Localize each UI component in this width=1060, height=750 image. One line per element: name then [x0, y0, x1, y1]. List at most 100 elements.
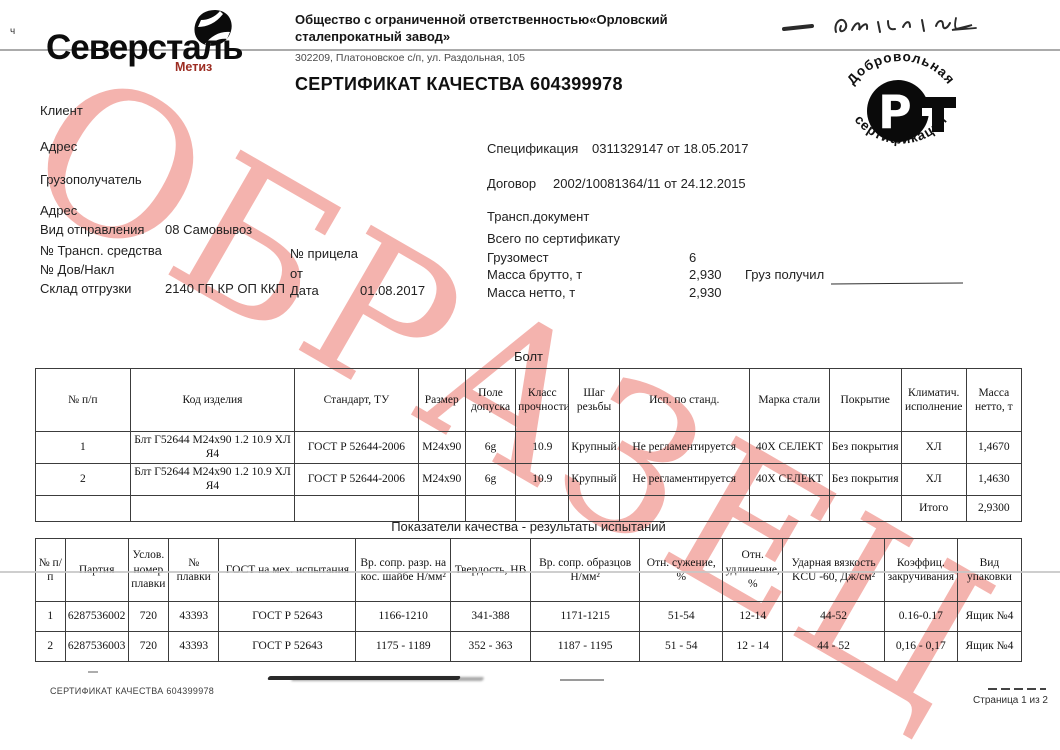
shipment-type-value: 08 Самовывоз: [165, 222, 253, 237]
table-cell: ГОСТ Р 52643: [218, 601, 357, 632]
quality-table-caption: Показатели качества - результаты испытан…: [391, 519, 666, 534]
column-header: Класс прочности: [515, 368, 570, 432]
scan-smudge: [267, 676, 461, 680]
table-cell: 10.9: [515, 462, 570, 496]
cargo-places-value: 6: [689, 250, 697, 265]
scan-dash: [988, 688, 1046, 690]
signature-line: [830, 282, 964, 285]
table-cell: Итого: [900, 494, 967, 522]
net-mass-value: 2,930: [689, 285, 722, 300]
table-cell: [294, 494, 419, 522]
table-row: 2 6287536003 720 43393 ГОСТ Р 52643 1175 - 11…: [35, 631, 1023, 662]
column-header: Покрытие: [828, 368, 902, 432]
table-cell: Без покрытия: [828, 462, 902, 496]
table-cell: 51 - 54: [639, 631, 724, 662]
table-cell: [618, 494, 750, 522]
warehouse-label: Склад отгрузки: [40, 281, 132, 296]
table-cell: 2: [35, 631, 66, 662]
table-row: 1 Блт Г52644 М24х90 1.2 10.9 ХЛ Я4 ГОСТ Р …: [35, 431, 1023, 464]
table-cell: 51-54: [639, 601, 724, 632]
footer-page-info: Страница 1 из 2: [973, 695, 1048, 706]
table-row: 1 6287536002 720 43393 ГОСТ Р 52643 1166-1210…: [35, 601, 1023, 632]
table-cell: 341-388: [450, 601, 531, 632]
column-header: Твердость, НВ: [450, 538, 531, 602]
table-cell: Ящик №4: [956, 631, 1023, 662]
table-cell: Не регламентируется: [618, 462, 750, 496]
spec-value: 0311329147 от 18.05.2017: [592, 141, 749, 156]
spec-label: Спецификация: [487, 141, 579, 156]
table-cell: М24х90: [417, 431, 466, 464]
table-row: Итого 2,9300: [35, 494, 1023, 522]
header-rule: [0, 49, 1060, 51]
column-header: № п/п: [35, 538, 66, 602]
table-cell: 6287536002: [64, 601, 129, 632]
transport-no-label: № Трансп. средства: [40, 243, 162, 258]
column-header: Марка стали: [748, 368, 830, 432]
table-cell: 720: [127, 631, 170, 662]
scan-speck: [88, 671, 98, 673]
table-cell: 12 - 14: [722, 631, 784, 662]
table-cell: М24х90: [417, 462, 466, 496]
column-header: Ударная вязкость KCU -60, Дж/см²: [782, 538, 885, 602]
column-header: № плавки: [168, 538, 220, 602]
table-cell: 1: [35, 601, 66, 632]
column-header: Вид упаковки: [956, 538, 1023, 602]
table-cell: 12-14: [722, 601, 784, 632]
table-cell: 720: [127, 601, 170, 632]
brand-wordmark: Северсталь: [46, 28, 243, 67]
table-cell: 352 - 363: [450, 631, 531, 662]
table-cell: 1175 - 1189: [355, 631, 452, 662]
transport-doc-label: Трансп.документ: [487, 209, 590, 224]
table-cell: 1187 - 1195: [529, 631, 641, 662]
column-header: Шаг резьбы: [568, 368, 620, 432]
date-value: 01.08.2017: [360, 283, 426, 298]
severstal-logo-icon: [194, 10, 232, 46]
table-cell: 1166-1210: [355, 601, 452, 632]
table-cell: [417, 494, 466, 522]
handwritten-scrawl: [782, 17, 977, 33]
table-cell: 43393: [168, 601, 220, 632]
address2-label: Адрес: [40, 203, 78, 218]
rst-certification-stamp: Добровольная сертификация Р: [844, 49, 957, 147]
address1-label: Адрес: [40, 139, 78, 154]
trailer-no-label: № прицела: [290, 246, 359, 261]
dov-nakl-label: № Дов/Накл: [40, 262, 115, 277]
table-cell: [568, 494, 620, 522]
table-cell: [828, 494, 902, 522]
rst-mark: Р: [867, 80, 956, 142]
table-cell: Ящик №4: [956, 601, 1023, 632]
bolt-table-caption: Болт: [513, 349, 543, 364]
column-header: Масса нетто, т: [965, 368, 1023, 432]
warehouse-value: 2140 ГП КР ОП ККП: [165, 281, 285, 296]
column-header: Вр. сопр. разр. на кос. шайбе Н/мм²: [355, 538, 452, 602]
shipment-type-label: Вид отправления: [40, 222, 145, 237]
column-header: Поле допуска: [464, 368, 517, 432]
table-cell: ГОСТ Р 52644-2006: [294, 431, 419, 464]
table-row: 2 Блт Г52644 М24х90 1.2 10.9 ХЛ Я4 ГОСТ Р …: [35, 462, 1023, 496]
table-cell: [748, 494, 830, 522]
column-header: Размер: [417, 368, 466, 432]
ot-label: от: [290, 266, 303, 281]
table-cell: 1,4670: [965, 431, 1023, 464]
table-cell: [35, 494, 131, 522]
table-cell: 40Х СЕЛЕКТ: [748, 462, 830, 496]
cargo-received-label: Груз получил: [745, 267, 825, 282]
table-cell: ХЛ: [900, 462, 967, 496]
table-cell: 1: [35, 431, 131, 464]
column-header: Отн. удлинение, %: [722, 538, 784, 602]
scan-margin-mark: ч: [10, 26, 16, 37]
contract-value: 2002/10081364/11 от 24.12.2015: [553, 176, 746, 191]
table-cell: Не регламентируется: [618, 431, 750, 464]
column-header: Отн. сужение, %: [639, 538, 724, 602]
column-header: Климатич. исполнение: [900, 368, 967, 432]
column-header: Вр. сопр. образцов Н/мм²: [529, 538, 641, 602]
table-cell: 44 - 52: [782, 631, 885, 662]
table-cell: 10.9: [515, 431, 570, 464]
column-header: ГОСТ на мех. испытания: [218, 538, 357, 602]
brand-division: Метиз: [175, 60, 213, 74]
table-cell: 0,16 - 0,17: [883, 631, 958, 662]
table-cell: 2: [35, 462, 131, 496]
table-cell: ХЛ: [900, 431, 967, 464]
column-header: Услов. номер плавки: [127, 538, 170, 602]
table-cell: 6g: [464, 462, 517, 496]
